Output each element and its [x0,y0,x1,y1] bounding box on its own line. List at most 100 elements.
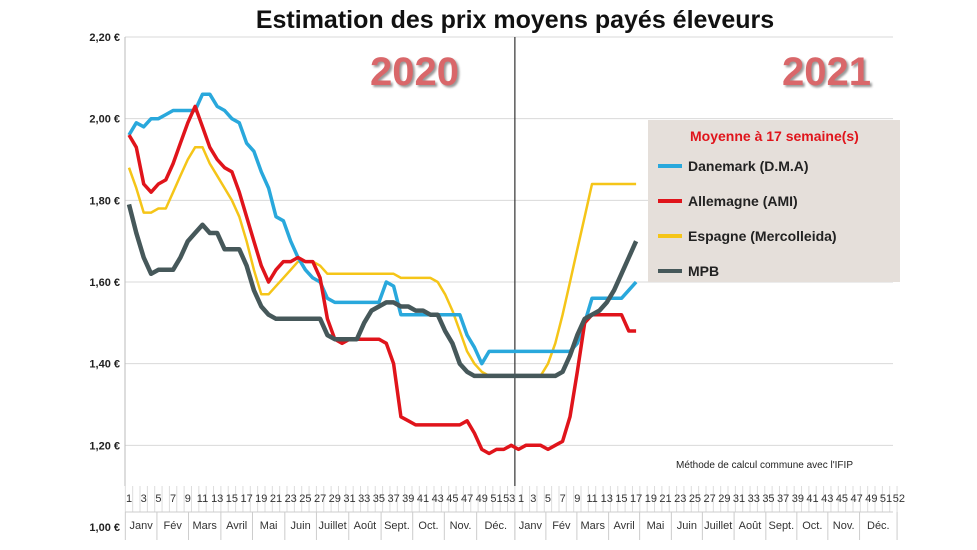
x-tick-label: 37 [777,493,789,505]
x-tick-label: 47 [461,493,473,505]
month-label: Juillet [319,520,347,532]
x-tick-label: 41 [806,493,818,505]
x-tick-label: 13 [211,493,223,505]
x-tick-label: 7 [170,493,176,505]
x-tick-label: 49 [865,493,877,505]
x-tick-label: 52 [893,493,905,505]
x-tick-label: 29 [329,493,341,505]
x-tick-label: 43 [432,493,444,505]
x-tick-label: 15 [226,493,238,505]
x-tick-label: 37 [387,493,399,505]
x-tick-label: 21 [270,493,282,505]
legend-label: Allemagne (AMI) [688,193,798,209]
x-tick-label: 47 [851,493,863,505]
x-tick-label: 35 [762,493,774,505]
y-tick-label: 2,20 € [89,32,120,44]
x-tick-label: 23 [674,493,686,505]
y-tick-label: 1,00 € [89,522,120,534]
x-tick-label: 51 [490,493,502,505]
legend-swatch [658,234,682,238]
legend-item: Danemark (D.M.A) [658,158,809,174]
x-tick-label: 5 [155,493,161,505]
legend-swatch [658,269,682,273]
x-tick-label: 17 [240,493,252,505]
x-tick-label: 41 [417,493,429,505]
month-label: Sept. [768,520,794,532]
x-tick-label: 11 [197,493,208,505]
series-line-espagne [127,146,637,378]
x-tick-label: 3 [530,493,536,505]
x-tick-label: 3 [141,493,147,505]
year-label-2020: 2020 [370,50,459,94]
x-tick-label: 49 [476,493,488,505]
y-tick-label: 1,60 € [89,277,120,289]
method-note: Méthode de calcul commune avec l'IFIP [676,460,853,471]
y-tick-label: 2,00 € [89,114,120,126]
x-tick-label: 1 [518,493,524,505]
legend-label: MPB [688,263,720,279]
x-tick-label: 45 [446,493,458,505]
x-tick-label: 1 [126,493,132,505]
month-label: Sept. [384,520,410,532]
series-line-danemark [127,92,638,366]
legend-swatch [658,164,682,168]
month-label: Oct. [418,520,438,532]
y-tick-label: 1,20 € [89,440,120,452]
x-tick-label: 29 [718,493,730,505]
y-tick-label: 1,80 € [89,195,120,207]
month-label: Août [739,520,762,532]
legend-item: Espagne (Mercolleida) [658,228,837,244]
month-label: Fév [164,520,183,532]
series-line-mpb [126,203,639,379]
month-label: Nov. [833,520,855,532]
x-tick-label: 23 [285,493,297,505]
month-label: Avril [226,520,247,532]
chart-title: Estimation des prix moyens payés éleveur… [255,6,775,34]
x-tick-label: 25 [689,493,701,505]
month-label: Mars [192,520,217,532]
month-label: Fév [552,520,571,532]
legend-item: MPB [658,263,719,279]
x-tick-label: 9 [185,493,191,505]
month-label: Mars [581,520,606,532]
x-tick-label: 15 [615,493,627,505]
month-label: Janv [519,520,543,532]
legend-title: Moyenne à 17 semaine(s) [690,128,859,144]
x-tick-label: 11 [586,493,597,505]
x-tick-label: 45 [836,493,848,505]
x-tick-label: 31 [733,493,745,505]
x-tick-label: 39 [402,493,414,505]
series-line-allemagne [127,104,637,456]
month-label: Juin [677,520,697,532]
month-label: Juillet [704,520,732,532]
x-tick-label: 5 [545,493,551,505]
legend-label: Espagne (Mercolleida) [688,228,837,244]
legend-item: Allemagne (AMI) [658,193,798,209]
x-tick-label: 27 [704,493,716,505]
month-label: Mai [647,520,665,532]
month-label: Déc. [484,520,507,532]
x-tick-label: 33 [748,493,760,505]
month-label: Mai [260,520,278,532]
year-label-2021: 2021 [782,50,871,94]
legend-label: Danemark (D.M.A) [688,158,809,174]
y-tick-label: 1,40 € [89,359,120,371]
x-tick-label: 9 [574,493,580,505]
legend-swatch [658,199,682,203]
month-label: Oct. [802,520,822,532]
month-label: Déc. [867,520,890,532]
x-tick-label: 17 [630,493,642,505]
x-tick-label: 31 [343,493,355,505]
x-tick-label: 35 [373,493,385,505]
month-label: Avril [614,520,635,532]
x-tick-label: 53 [503,493,515,505]
x-tick-label: 19 [255,493,267,505]
legend: Moyenne à 17 semaine(s) Danemark (D.M.A)… [648,120,900,282]
x-tick-label: 43 [821,493,833,505]
month-label: Janv [130,520,154,532]
month-label: Juin [291,520,311,532]
x-tick-label: 21 [659,493,671,505]
month-label: Nov. [450,520,472,532]
x-tick-label: 13 [601,493,613,505]
